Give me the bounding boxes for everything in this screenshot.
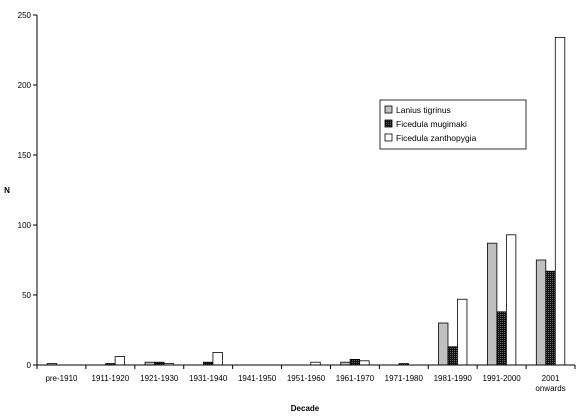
y-axis-ticks: 0 50 100 150 200 250 bbox=[18, 11, 37, 370]
y-tick-label: 100 bbox=[18, 221, 32, 230]
x-tick-label: 1911-1920 bbox=[92, 374, 130, 383]
y-tick-label: 200 bbox=[18, 81, 32, 90]
bar-ficedula-zanthopygia bbox=[457, 298, 468, 366]
x-tick-label: 2001 onwards bbox=[535, 374, 565, 393]
y-axis-title: N bbox=[4, 186, 10, 195]
legend: Lanius tigrinus Ficedula mugimaki Ficedula… bbox=[379, 99, 527, 150]
x-tick-label: pre-1910 bbox=[45, 374, 78, 383]
bar-ficedula-zanthopygia bbox=[359, 360, 370, 366]
y-tick-label: 50 bbox=[22, 291, 31, 300]
x-tick-label: 1961-1970 bbox=[336, 374, 375, 383]
x-axis-title: Decade bbox=[291, 404, 320, 413]
bar-ficedula-mugimaki bbox=[496, 311, 507, 366]
legend-label: Ficedula zanthopygia bbox=[396, 133, 477, 143]
legend-swatch bbox=[384, 105, 393, 114]
x-tick-label: 1931-1940 bbox=[189, 374, 228, 383]
x-tick-label: 1941-1950 bbox=[238, 374, 277, 383]
bar-ficedula-mugimaki bbox=[545, 270, 556, 366]
y-tick-label: 250 bbox=[18, 11, 32, 20]
legend-label: Lanius tigrinus bbox=[396, 105, 451, 115]
bar-lanius-tigrinus bbox=[486, 242, 498, 366]
x-tick-label: 1951-1960 bbox=[287, 374, 326, 383]
legend-swatch bbox=[384, 133, 393, 142]
bar-ficedula-zanthopygia bbox=[505, 234, 517, 366]
bar-ficedula-mugimaki bbox=[349, 358, 361, 366]
x-tick-label: 1991-2000 bbox=[483, 374, 522, 383]
bar-ficedula-mugimaki bbox=[447, 346, 458, 366]
bar-ficedula-zanthopygia bbox=[212, 351, 223, 366]
x-tick-label: 1971-1980 bbox=[385, 374, 424, 383]
x-tick-label: 1921-1930 bbox=[140, 374, 179, 383]
y-tick-label: 150 bbox=[18, 151, 32, 160]
y-tick-label: 0 bbox=[27, 361, 32, 370]
legend-label: Ficedula mugimaki bbox=[396, 119, 467, 129]
bars bbox=[46, 37, 566, 366]
bar-lanius-tigrinus bbox=[438, 322, 449, 366]
bar-ficedula-zanthopygia bbox=[114, 356, 126, 366]
x-tick-label: 1981-1990 bbox=[434, 374, 473, 383]
bar-ficedula-zanthopygia bbox=[554, 37, 566, 366]
legend-swatch bbox=[384, 119, 393, 128]
legend-box bbox=[379, 99, 527, 150]
bar-lanius-tigrinus bbox=[535, 259, 547, 366]
x-axis-ticks: pre-1910 1911-1920 1921-1930 1931-1940 1941-… bbox=[36, 365, 576, 393]
